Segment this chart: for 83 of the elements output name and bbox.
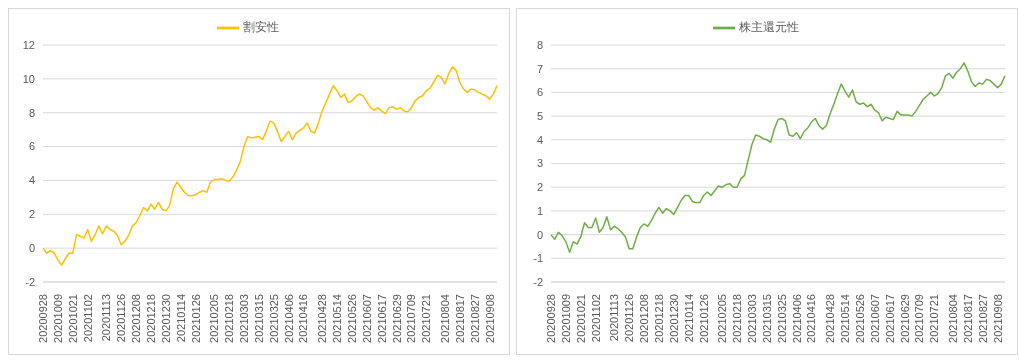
x-tick-label: 20210804 (438, 294, 451, 343)
x-tick-label: 20210526 (853, 294, 866, 343)
x-tick-label: 20201230 (159, 294, 172, 343)
x-tick-label: 20201126 (115, 294, 128, 343)
y-tick-label: 0 (536, 228, 543, 241)
x-tick-label: 20210126 (697, 294, 710, 343)
x-tick-label: 20210205 (716, 294, 729, 343)
x-tick-label: 20210804 (946, 294, 959, 343)
y-tick-label: 1 (536, 204, 543, 217)
x-tick-label: 20201218 (144, 294, 157, 343)
x-tick-label: 20210827 (468, 294, 481, 343)
x-tick-label: 20210908 (483, 294, 496, 343)
y-tick-label: -2 (25, 275, 35, 288)
y-tick-label: 4 (536, 133, 543, 146)
y-tick-label: 5 (536, 110, 543, 122)
y-tick-label: 8 (536, 38, 543, 51)
x-tick-label: 20201102 (81, 294, 94, 343)
y-tick-label: 2 (536, 181, 543, 194)
x-tick-label: 20210416 (297, 294, 310, 343)
legend-label: 株主還元性 (739, 20, 799, 35)
y-tick-label: 3 (536, 157, 543, 170)
x-tick-label: 20201102 (589, 294, 602, 343)
legend-label: 割安性 (243, 20, 279, 35)
x-tick-label: 20210303 (745, 294, 758, 343)
x-tick-label: 20210205 (208, 294, 221, 343)
x-tick-label: 20210315 (760, 294, 773, 343)
x-tick-label: 20201021 (66, 294, 79, 343)
x-tick-label: 20201208 (638, 294, 651, 343)
x-tick-label: 20200928 (37, 294, 49, 343)
y-tick-label: 12 (22, 38, 35, 51)
y-tick-label: -2 (533, 275, 543, 288)
y-tick-label: -1 (533, 252, 543, 265)
x-tick-label: 20210617 (883, 294, 896, 343)
y-tick-label: 6 (28, 140, 35, 153)
x-tick-label: 20210721 (928, 294, 941, 343)
x-tick-label: 20210406 (790, 294, 803, 343)
x-tick-label: 20210709 (913, 294, 926, 343)
x-tick-label: 20210126 (189, 294, 202, 343)
x-tick-label: 20210416 (805, 294, 818, 343)
x-tick-label: 20210908 (991, 294, 1004, 343)
x-tick-label: 20210428 (316, 294, 329, 343)
x-tick-label: 20210526 (345, 294, 358, 343)
x-tick-label: 20210721 (420, 294, 433, 343)
y-tick-label: 4 (28, 174, 35, 187)
x-tick-label: 20210617 (375, 294, 388, 343)
x-tick-label: 20210607 (868, 294, 881, 343)
y-tick-label: 0 (28, 242, 35, 255)
x-tick-label: 20201218 (652, 294, 665, 343)
x-tick-label: 20210607 (360, 294, 373, 343)
x-tick-label: 20210114 (174, 294, 187, 343)
x-tick-label: 20210325 (267, 294, 280, 343)
line-series (550, 62, 1006, 254)
x-tick-label: 20210406 (282, 294, 295, 343)
y-tick-label: 6 (536, 86, 543, 99)
x-tick-label: 20201208 (130, 294, 143, 343)
x-tick-label: 20201113 (608, 294, 621, 342)
x-tick-label: 20210114 (682, 294, 695, 343)
x-tick-label: 20210315 (252, 294, 265, 343)
x-tick-label: 20201230 (667, 294, 680, 343)
x-tick-label: 20200928 (545, 294, 557, 343)
x-tick-label: 20210827 (976, 294, 989, 343)
x-tick-label: 20201113 (100, 294, 113, 342)
line-series (42, 66, 498, 266)
x-tick-label: 20210817 (453, 294, 466, 343)
y-tick-label: 8 (28, 106, 35, 119)
x-tick-label: 20201009 (51, 294, 64, 343)
x-tick-label: 20210709 (405, 294, 418, 343)
x-tick-label: 20210514 (330, 294, 343, 343)
x-tick-label: 20210629 (898, 294, 911, 343)
x-tick-label: 20210428 (824, 294, 837, 343)
x-tick-label: 20201009 (559, 294, 572, 343)
x-tick-label: 20201126 (623, 294, 636, 343)
y-tick-label: 10 (22, 72, 35, 85)
x-tick-label: 20210514 (838, 294, 851, 343)
x-tick-label: 20201021 (574, 294, 587, 343)
x-tick-label: 20210218 (223, 294, 236, 343)
x-tick-label: 20210218 (731, 294, 744, 343)
y-tick-label: 7 (536, 62, 543, 75)
x-tick-label: 20210629 (390, 294, 403, 343)
x-tick-label: 20210817 (961, 294, 974, 343)
x-tick-label: 20210325 (775, 294, 788, 343)
y-tick-label: 2 (28, 208, 35, 221)
x-tick-label: 20210303 (237, 294, 250, 343)
